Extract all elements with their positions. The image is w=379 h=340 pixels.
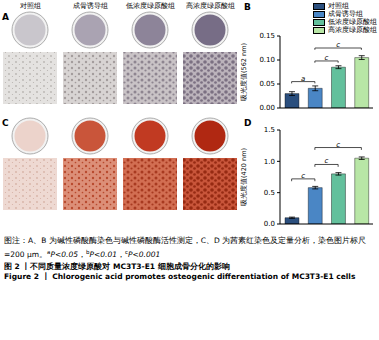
html-text:低浓度绿原酸组: 低浓度绿原酸组 — [125, 2, 175, 10]
svg-text:c: c — [301, 172, 305, 180]
html-text:低浓度绿原酸组: 低浓度绿原酸组 — [328, 18, 377, 26]
svg-text:c: c — [325, 54, 329, 62]
svg-text:吸光度值(562 nm): 吸光度值(562 nm) — [240, 43, 248, 101]
html-text:图 2 丨不同质量浓度绿原酸对 MC3T3-E1 细胞成骨分: 图 2 丨不同质量浓度绿原酸对 MC3T3-E1 细胞成骨分化的影响 — [4, 261, 230, 271]
html-text:图注：A、B 为碱性磷酸酶染色与碱性磷酸酶活性测定，C、D: 图注：A、B 为碱性磷酸酶染色与碱性磷酸酶活性测定，C、D 为茜素红染色及定量分… — [4, 236, 367, 259]
html-text:D: D — [244, 118, 252, 128]
html-text:C: C — [2, 118, 9, 128]
svg-text:c: c — [325, 157, 329, 165]
svg-text:0.00: 0.00 — [259, 104, 275, 112]
html-text:成骨诱导组: 成骨诱导组 — [328, 10, 363, 18]
svg-text:吸光度值(420 nm): 吸光度值(420 nm) — [240, 148, 248, 206]
svg-text:c: c — [336, 141, 340, 149]
html-text:对照组: 对照组 — [19, 2, 41, 10]
svg-text:0.05: 0.05 — [259, 80, 275, 88]
html-text:A: A — [2, 12, 9, 22]
svg-text:1.5: 1.5 — [264, 126, 275, 134]
svg-text:0.15: 0.15 — [259, 32, 275, 40]
html-text:B: B — [244, 2, 251, 12]
html-text:对照组: 对照组 — [328, 2, 349, 10]
html-text:高浓度绿原酸组: 高浓度绿原酸组 — [185, 2, 235, 10]
html-text:Figure 2 丨 Chlorogenic acid pr: Figure 2 丨 Chlorogenic acid promotes ost… — [4, 271, 356, 281]
svg-text:c: c — [336, 41, 340, 49]
html-text:成骨诱导组: 成骨诱导组 — [72, 2, 108, 10]
svg-text:a: a — [301, 75, 305, 83]
html-text:高浓度绿原酸组: 高浓度绿原酸组 — [328, 26, 377, 34]
svg-text:0.5: 0.5 — [264, 189, 275, 197]
svg-text:1.0: 1.0 — [264, 158, 275, 166]
svg-text:0.10: 0.10 — [259, 56, 275, 64]
svg-text:0.0: 0.0 — [264, 220, 275, 228]
